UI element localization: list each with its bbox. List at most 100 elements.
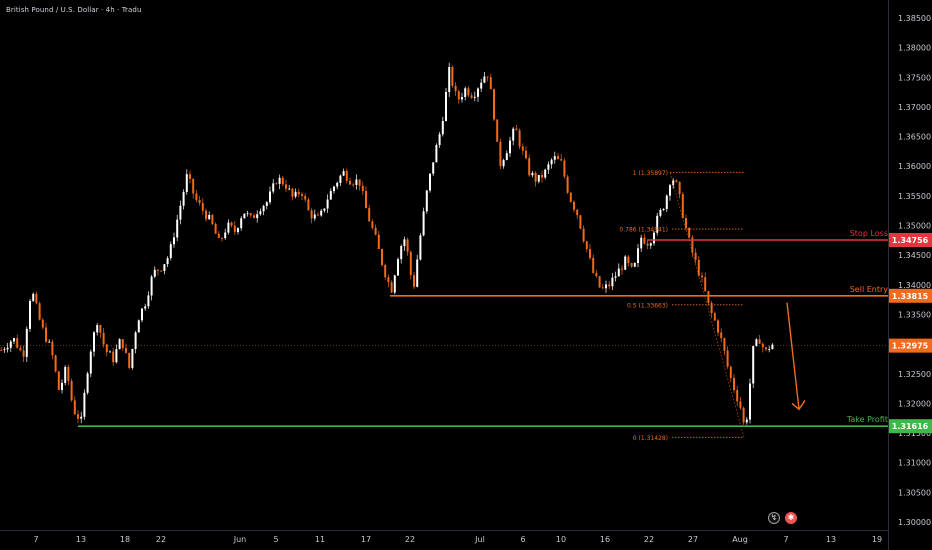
candle-body <box>425 190 428 212</box>
candle-body <box>205 210 207 220</box>
candle-body <box>553 156 556 160</box>
candle-body <box>368 208 371 222</box>
candle-body <box>675 180 678 182</box>
sell-entry-price-text: 1.33815 <box>892 292 929 301</box>
candle-body <box>102 332 105 345</box>
candle-body <box>384 265 387 278</box>
candle-body <box>57 371 60 390</box>
candle-body <box>214 223 217 234</box>
candle-body <box>685 218 687 228</box>
candle-body <box>61 382 63 390</box>
candle-body <box>233 225 236 232</box>
candle-body <box>35 293 38 304</box>
y-tick-label: 1.35000 <box>898 222 931 231</box>
candle-body <box>387 277 390 283</box>
candle-body <box>70 380 73 401</box>
candle-body <box>521 146 524 151</box>
symbol-title: British Pound / U.S. Dollar · 4h · Tradu <box>6 6 142 14</box>
fib-level-label: 0.5 (1.33663) <box>627 302 668 309</box>
candle-body <box>662 208 665 210</box>
candle-body <box>22 350 25 357</box>
candle-body <box>313 214 316 219</box>
candle-body <box>694 252 697 260</box>
candle-body <box>253 215 255 219</box>
candle-body <box>713 313 716 321</box>
y-tick-label: 1.31000 <box>898 459 931 468</box>
candle-body <box>483 76 486 83</box>
candle-body <box>64 366 67 383</box>
candle-body <box>329 191 332 200</box>
take-profit-price-tag <box>889 419 932 434</box>
candle-body <box>656 215 659 233</box>
candle-body <box>742 407 745 423</box>
fib-trendline <box>669 172 745 438</box>
economic-event-icon[interactable]: ✱ <box>785 512 797 524</box>
candle-body <box>611 277 614 287</box>
stop-loss-label: Stop Loss <box>850 229 888 238</box>
y-tick-label: 1.30500 <box>898 488 931 497</box>
candle-body <box>246 213 249 215</box>
candle-body <box>633 263 636 267</box>
candle-body <box>179 205 182 220</box>
candle-body <box>121 339 124 349</box>
candle-body <box>259 211 262 215</box>
candle-body <box>464 88 467 98</box>
candle-body <box>534 172 537 182</box>
candle-body <box>374 227 377 235</box>
candle-body <box>342 171 345 176</box>
candle-body <box>160 270 163 272</box>
y-tick-label: 1.38000 <box>898 44 931 53</box>
candle-body <box>45 327 47 342</box>
candle-body <box>515 128 518 131</box>
candle-body <box>281 177 284 185</box>
candle-body <box>307 199 310 211</box>
x-tick-label: Jun <box>233 535 247 544</box>
candle-body <box>749 383 751 420</box>
candle-body <box>118 339 121 350</box>
candle-body <box>182 191 185 206</box>
candle-body <box>669 185 671 196</box>
candle-body <box>105 344 108 353</box>
candle-body <box>173 237 175 245</box>
x-tick-label: 27 <box>688 535 698 544</box>
lightning-icon[interactable]: ↯ <box>768 512 780 524</box>
candle-body <box>345 171 348 181</box>
y-tick-label: 1.32000 <box>898 399 931 408</box>
y-tick-label: 1.35500 <box>898 192 931 201</box>
candle-body <box>217 233 220 238</box>
candle-body <box>496 119 499 142</box>
candle-body <box>333 186 335 192</box>
candle-body <box>195 193 198 201</box>
candle-body <box>256 214 259 219</box>
candle-body <box>157 269 159 271</box>
candle-body <box>461 97 463 100</box>
candle-body <box>237 228 239 232</box>
candle-body <box>269 191 271 203</box>
fib-level-label: 1 (1.35897) <box>633 170 668 177</box>
candle-body <box>310 210 313 219</box>
candle-body <box>406 239 409 252</box>
candle-body <box>768 349 771 350</box>
candle-body <box>720 332 723 339</box>
candle-body <box>275 183 278 185</box>
candle-body <box>125 348 127 353</box>
candle-body <box>601 287 604 289</box>
y-tick-label: 1.38500 <box>898 14 931 23</box>
candle-body <box>192 178 195 194</box>
y-tick-label: 1.32500 <box>898 370 931 379</box>
candle-body <box>336 182 339 187</box>
candle-body <box>752 345 755 384</box>
candle-body <box>54 355 57 372</box>
candle-body <box>637 248 639 264</box>
candle-body <box>189 174 191 179</box>
candle-body <box>19 347 22 351</box>
candle-body <box>704 277 707 292</box>
candle-body <box>365 191 367 209</box>
candle-body <box>505 153 508 161</box>
candle-body <box>16 338 19 348</box>
candle-body <box>710 302 713 314</box>
candle-body <box>608 284 611 287</box>
candle-body <box>717 320 719 333</box>
